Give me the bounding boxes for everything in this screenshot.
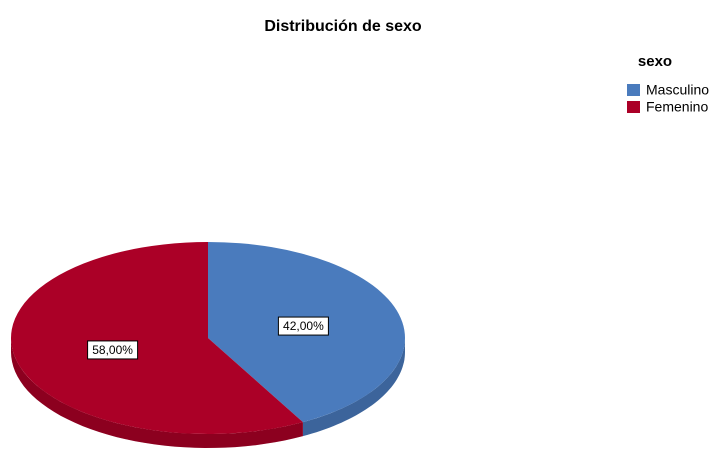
legend-label: Masculino [646, 82, 709, 98]
slice-side [302, 338, 405, 437]
slice-side [11, 338, 303, 448]
value-label-box [87, 340, 139, 360]
legend-label: Femenino [646, 99, 708, 115]
value-label-box [277, 316, 329, 336]
value-label: 42,00% [283, 319, 324, 333]
value-label: 58,00% [92, 343, 133, 357]
chart-title: Distribución de sexo [264, 18, 422, 35]
slice-side-shade [11, 338, 303, 448]
legend-swatch [627, 101, 640, 113]
legend-swatch [627, 84, 640, 96]
slice [10, 242, 303, 434]
legend-title: sexo [638, 53, 672, 70]
slice-side-shade [302, 338, 405, 437]
